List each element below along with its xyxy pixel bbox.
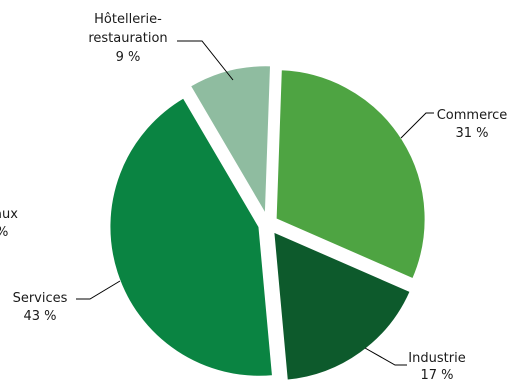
slice-value-hotellerie: 9 % [116, 50, 141, 65]
slice-label-hotellerie-line1: Hôtellerie- [94, 12, 162, 27]
slice-value-services: 43 % [23, 309, 56, 324]
partial-label-line2: % [0, 225, 8, 240]
slice-label-services: Services [13, 291, 68, 306]
slice-label-commerce: Commerce [437, 108, 508, 123]
pie-slices [109, 65, 425, 380]
partial-label-line1: aux [0, 207, 18, 222]
slice-label-hotellerie-line2: restauration [88, 31, 167, 46]
leader-commerce [401, 113, 434, 138]
slice-value-commerce: 31 % [455, 126, 488, 141]
leader-services [76, 281, 120, 299]
slice-label-industrie: Industrie [408, 351, 465, 366]
slice-value-industrie: 17 % [420, 368, 453, 383]
leader-industrie [365, 348, 407, 365]
